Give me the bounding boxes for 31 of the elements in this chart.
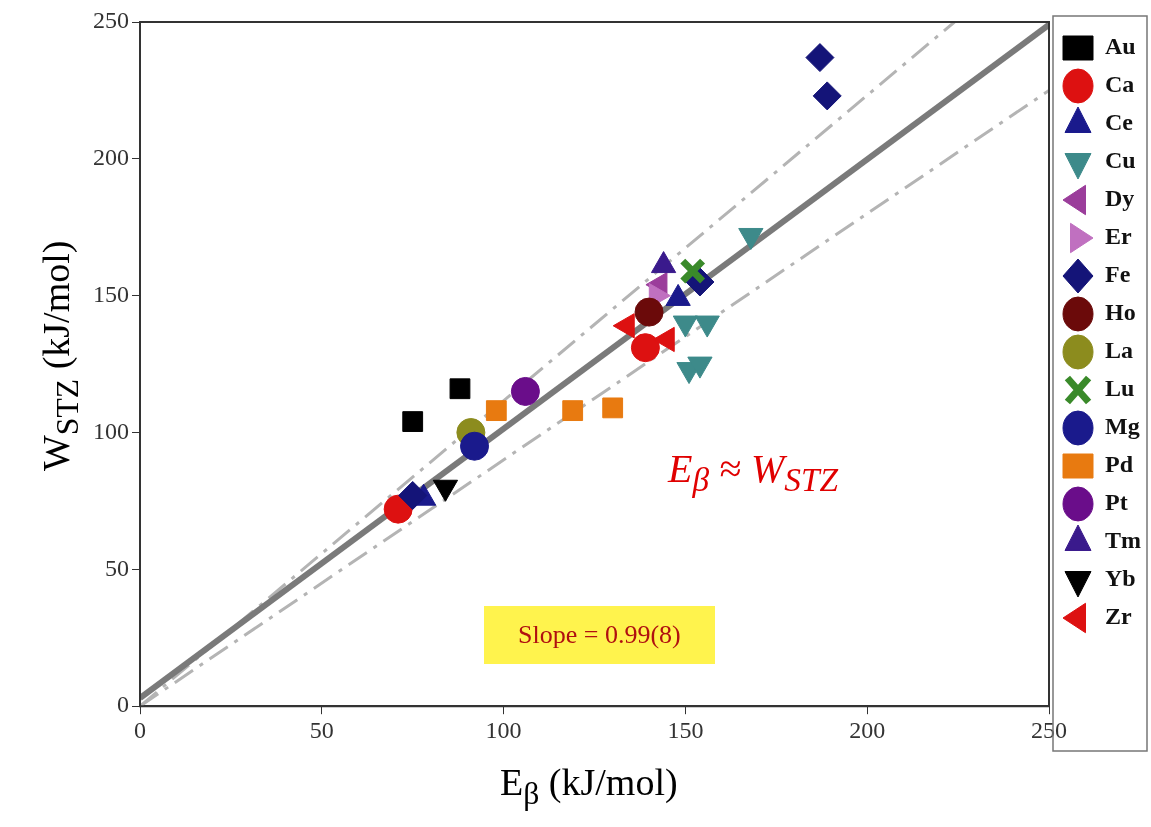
x-tick-label: 0 [134, 716, 146, 743]
x-tick-label: 200 [849, 716, 886, 743]
legend-label: La [1105, 337, 1134, 364]
legend-label: Pt [1105, 489, 1128, 516]
legend-label: Fe [1105, 261, 1131, 288]
legend-label: Pd [1105, 451, 1134, 478]
x-axis-title: E$_{β}$ (kJ/mol) [500, 760, 678, 812]
y-tick-label: 50 [105, 554, 129, 581]
y-tick-label: 250 [93, 7, 129, 34]
y-tick-label: 200 [93, 144, 129, 171]
legend-label: Lu [1105, 375, 1135, 402]
x-tick-label: 50 [309, 716, 334, 743]
legend-label: Er [1105, 223, 1133, 250]
x-tick-label: 150 [667, 716, 704, 743]
y-tick-label: 100 [93, 417, 129, 444]
legend-label: Cu [1105, 147, 1136, 174]
x-tick-label: 250 [1031, 716, 1067, 743]
legend-label: Yb [1105, 565, 1136, 592]
y-tick-label: 150 [93, 280, 129, 307]
x-tick-label: 100 [485, 716, 522, 743]
legend-label: Ce [1105, 109, 1134, 136]
legend-label: Au [1105, 33, 1136, 60]
legend-label: Mg [1105, 413, 1140, 440]
legend-label: Dy [1105, 185, 1135, 212]
legend-label: Tm [1105, 527, 1142, 554]
annotation: E$_{β}$ ≈ W$_{STZ}$ [668, 445, 839, 499]
y-tick-label: 0 [117, 691, 129, 718]
legend-label: Ca [1105, 71, 1135, 98]
legend-label: Ho [1105, 299, 1136, 326]
legend-label: Zr [1105, 603, 1133, 630]
annotation: Slope = 0.99(8) [484, 606, 715, 664]
